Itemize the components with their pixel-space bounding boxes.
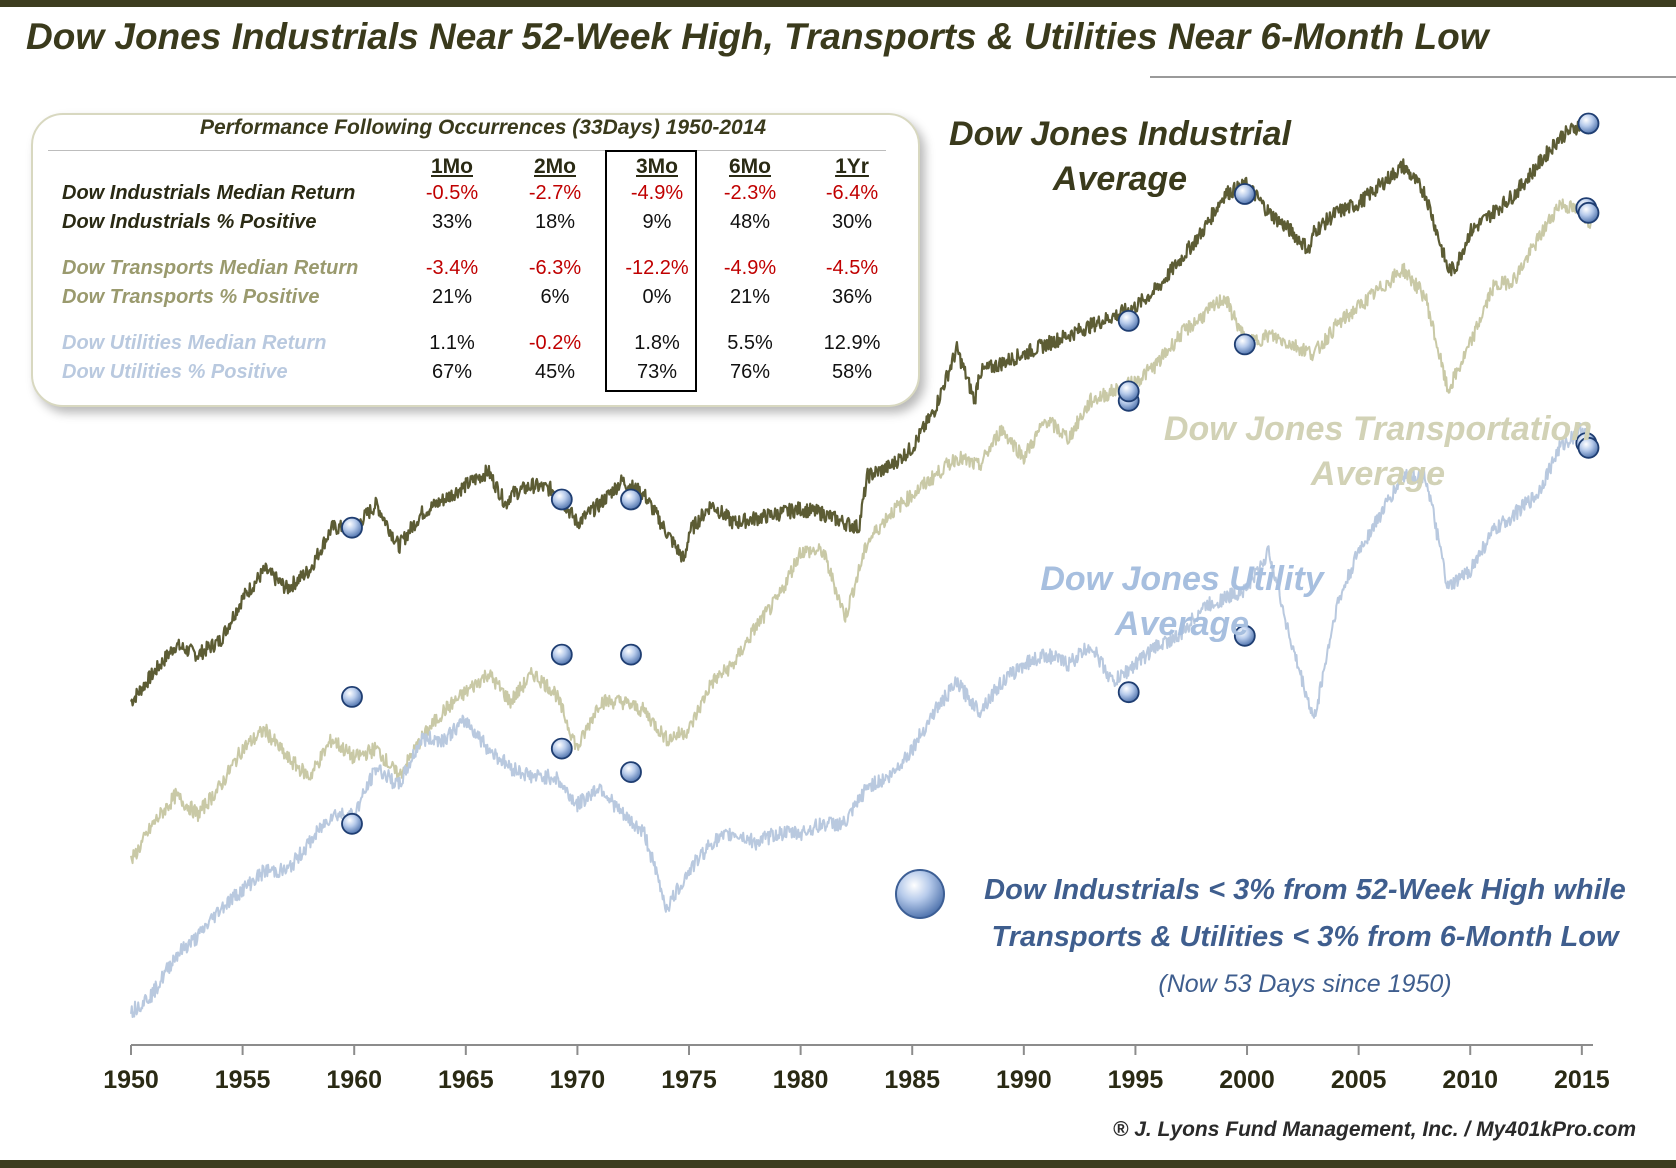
series-label: Average (1052, 160, 1187, 198)
column-header-1mo: 1Mo (431, 155, 473, 178)
occurrence-marker (1577, 112, 1600, 135)
series-label: Dow Jones Utility (1040, 560, 1325, 598)
table-cell: -12.2% (625, 257, 689, 279)
table-cell: -0.2% (528, 332, 582, 354)
x-tick-label: 1965 (438, 1066, 494, 1094)
legend-marker (895, 869, 945, 919)
table-cell: 76% (729, 361, 771, 383)
x-tick-label: 1975 (661, 1066, 717, 1094)
series-line-industrials (129, 117, 1592, 707)
bottom-border (0, 1160, 1676, 1168)
occurrence-marker (1233, 183, 1256, 205)
x-tick-label: 2000 (1219, 1066, 1275, 1094)
table-cell: -6.4% (825, 182, 879, 204)
occurrence-marker (1233, 624, 1256, 647)
occurrence-marker (620, 643, 642, 666)
legend-line-2: Transports & Utilities < 3% from 6-Month… (991, 921, 1620, 953)
x-tick-label: 1955 (215, 1066, 271, 1094)
column-header-2mo: 2Mo (534, 155, 576, 178)
series-line-transports (130, 198, 1592, 865)
series-label: Dow Jones Transportation (1164, 410, 1592, 448)
highlight-column-box (605, 150, 697, 392)
occurrence-marker (1577, 436, 1600, 459)
occurrence-marker (620, 488, 642, 511)
table-cell: -4.9% (630, 182, 684, 204)
table-cell: -4.9% (723, 257, 777, 279)
x-tick-label: 1995 (1108, 1066, 1164, 1094)
performance-table-title: Performance Following Occurrences (33Day… (200, 116, 767, 139)
table-cell: 21% (729, 286, 771, 308)
table-cell: -4.5% (825, 257, 879, 279)
table-cell: 33% (431, 211, 473, 233)
series-line-utilities (130, 422, 1592, 1018)
table-cell: -6.3% (528, 257, 582, 279)
page-title: Dow Jones Industrials Near 52-Week High,… (26, 16, 1489, 57)
row-label: Dow Industrials % Positive (62, 211, 317, 233)
table-cell: -2.3% (723, 182, 777, 204)
series-label: Average (1114, 605, 1249, 643)
top-border (0, 0, 1676, 7)
table-cell: 12.9% (823, 332, 881, 354)
x-tick-label: 1980 (773, 1066, 829, 1094)
table-cell: 1.8% (634, 332, 680, 354)
row-label: Dow Transports % Positive (62, 286, 320, 308)
column-header-6mo: 6Mo (729, 155, 771, 178)
row-label: Dow Utilities % Positive (62, 361, 288, 383)
occurrence-marker (550, 643, 573, 666)
occurrence-marker (1117, 309, 1140, 332)
legend-subtext: (Now 53 Days since 1950) (1158, 970, 1451, 998)
table-cell: 45% (534, 361, 576, 383)
table-cell: 18% (534, 211, 576, 233)
occurrence-marker (550, 488, 573, 511)
table-cell: 58% (831, 361, 873, 383)
credit-line: ® J. Lyons Fund Management, Inc. / My401… (1112, 1118, 1636, 1141)
table-cell: 21% (431, 286, 473, 308)
occurrence-marker (550, 737, 573, 760)
occurrence-marker (1577, 201, 1600, 224)
row-label: Dow Transports Median Return (62, 257, 359, 279)
occurrence-marker (341, 516, 363, 539)
table-cell: 48% (729, 211, 771, 233)
occurrence-marker (620, 761, 642, 783)
occurrence-marker (1117, 681, 1140, 704)
table-cell: 5.5% (727, 332, 773, 354)
performance-table-rule (48, 150, 886, 151)
table-cell: 0% (642, 286, 672, 308)
series-label: Average (1310, 455, 1445, 493)
table-cell: -2.7% (528, 182, 582, 204)
row-label: Dow Industrials Median Return (62, 182, 356, 204)
title-underline (1150, 76, 1676, 78)
table-cell: -0.5% (425, 182, 479, 204)
x-tick-label: 1990 (996, 1066, 1052, 1094)
table-cell: 36% (831, 286, 873, 308)
x-tick-label: 1970 (550, 1066, 606, 1094)
x-tick-label: 1985 (884, 1066, 940, 1094)
x-tick-label: 1950 (103, 1066, 159, 1094)
series-label: Dow Jones Industrial (949, 115, 1292, 153)
table-cell: 30% (831, 211, 873, 233)
table-cell: 67% (431, 361, 473, 383)
table-cell: 1.1% (429, 332, 475, 354)
occurrence-marker (341, 812, 363, 835)
x-tick-label: 2005 (1331, 1066, 1387, 1094)
occurrence-marker (1117, 380, 1140, 403)
column-header-3mo: 3Mo (636, 155, 678, 178)
x-tick-label: 2015 (1554, 1066, 1610, 1094)
table-cell: 9% (642, 211, 672, 233)
legend-line-1: Dow Industrials < 3% from 52-Week High w… (984, 874, 1626, 906)
occurrence-marker (341, 686, 363, 708)
table-cell: 6% (540, 286, 570, 308)
column-header-1yr: 1Yr (835, 155, 869, 178)
performance-table-box (31, 113, 920, 407)
table-cell: -3.4% (425, 257, 479, 279)
x-tick-label: 2010 (1442, 1066, 1498, 1094)
occurrence-marker (1233, 333, 1256, 356)
row-label: Dow Utilities Median Return (62, 332, 327, 354)
x-tick-label: 1960 (326, 1066, 382, 1094)
table-cell: 73% (636, 361, 678, 383)
